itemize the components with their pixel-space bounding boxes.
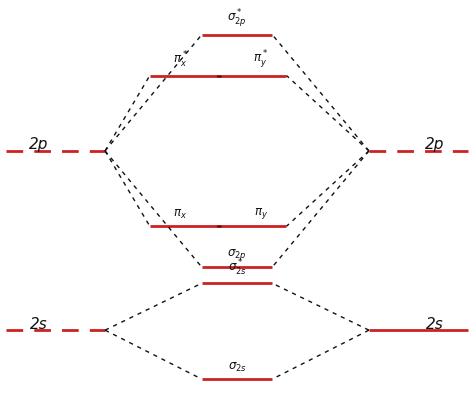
Text: 2p: 2p [29, 137, 49, 152]
Text: $\pi_x$: $\pi_x$ [173, 208, 187, 221]
Text: 2s: 2s [426, 316, 444, 332]
Text: $\sigma_{2s}$: $\sigma_{2s}$ [228, 361, 246, 374]
Text: $\sigma_{2p}$: $\sigma_{2p}$ [227, 247, 247, 262]
Text: $\pi_y$: $\pi_y$ [254, 206, 268, 221]
Text: $\sigma_{2p}^*$: $\sigma_{2p}^*$ [227, 7, 247, 30]
Text: 2s: 2s [30, 316, 48, 332]
Text: $\pi_y^*$: $\pi_y^*$ [253, 48, 268, 70]
Text: $\pi_x^*$: $\pi_x^*$ [173, 50, 188, 70]
Text: $\sigma_{2s}^*$: $\sigma_{2s}^*$ [228, 258, 246, 278]
Text: 2p: 2p [425, 137, 445, 152]
